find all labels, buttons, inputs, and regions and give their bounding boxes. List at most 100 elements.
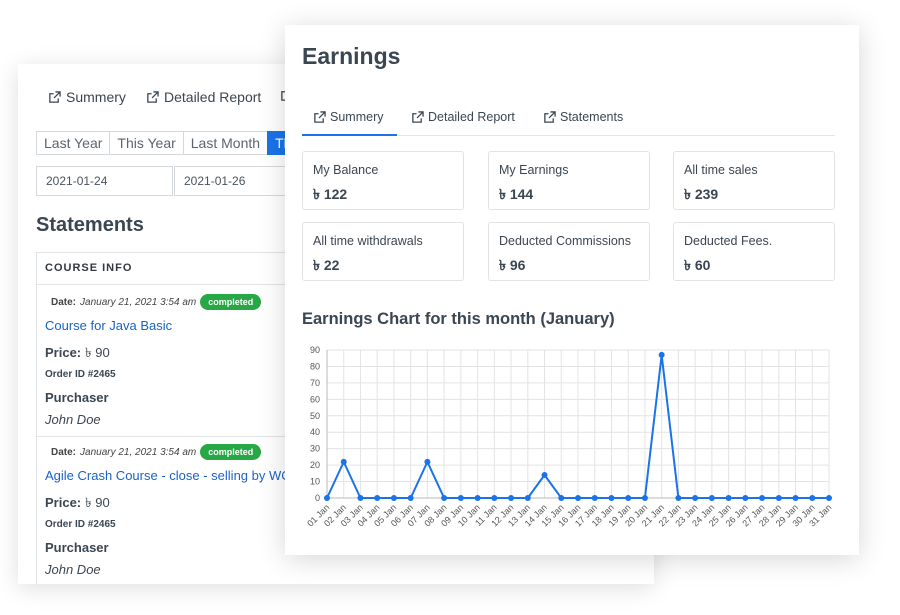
external-link-icon xyxy=(49,90,61,103)
data-point xyxy=(441,495,448,501)
stat-my-balance: My Balance ৳ 122 xyxy=(302,151,464,210)
data-point xyxy=(675,495,682,501)
active-tab-indicator xyxy=(302,134,397,136)
y-tick-label: 70 xyxy=(310,378,320,388)
order-id: Order ID #2465 xyxy=(45,369,116,380)
date-from-input[interactable]: 2021-01-24 xyxy=(36,166,173,196)
period-last-month-button[interactable]: Last Month xyxy=(182,131,269,155)
y-tick-label: 30 xyxy=(310,444,320,454)
data-point xyxy=(625,495,632,501)
stat-deducted-commissions: Deducted Commissions ৳ 96 xyxy=(488,222,650,281)
price-value: ৳ 90 xyxy=(85,495,110,510)
period-last-year-button[interactable]: Last Year xyxy=(36,131,111,155)
statement-date: Date: January 21, 2021 3:54 am completed xyxy=(51,444,262,460)
tab-label: Summery xyxy=(330,110,384,124)
tab-detailed-report[interactable]: Detailed Report xyxy=(411,110,515,124)
data-point xyxy=(390,495,397,501)
statement-date: Date: January 21, 2021 3:54 am completed xyxy=(51,294,262,310)
purchaser-name: John Doe xyxy=(45,562,101,577)
y-tick-label: 60 xyxy=(310,394,320,404)
tab-label: Statements xyxy=(560,110,624,124)
data-point xyxy=(608,495,615,501)
front-tab-bar: Summery Detailed Report Statements xyxy=(302,101,835,136)
page-title: Earnings xyxy=(302,43,401,69)
period-filter: Last Year This Year Last Month Th xyxy=(36,131,300,155)
stat-deducted-fees: Deducted Fees. ৳ 60 xyxy=(673,222,835,281)
price-label: Price: xyxy=(45,495,82,510)
stat-value: ৳ 96 xyxy=(499,257,526,273)
data-point xyxy=(374,495,381,501)
data-point xyxy=(491,495,498,501)
stat-all-time-sales: All time sales ৳ 239 xyxy=(673,151,835,210)
y-tick-label: 50 xyxy=(310,411,320,421)
status-badge: completed xyxy=(200,294,262,310)
order-id: Order ID #2465 xyxy=(45,519,116,530)
stat-all-time-withdrawals: All time withdrawals ৳ 22 xyxy=(302,222,464,281)
tab-detailed-report[interactable]: Detailed Report xyxy=(146,89,261,105)
external-link-icon xyxy=(412,110,424,123)
y-tick-label: 10 xyxy=(310,477,320,487)
course-link[interactable]: Agile Crash Course - close - selling by … xyxy=(45,468,291,483)
stat-value: ৳ 60 xyxy=(684,257,711,273)
stat-value: ৳ 144 xyxy=(499,186,534,202)
data-point xyxy=(658,351,665,358)
data-point xyxy=(474,495,481,501)
y-tick-label: 0 xyxy=(315,493,320,503)
tab-label: Summery xyxy=(66,89,126,105)
purchaser-label: Purchaser xyxy=(45,390,109,405)
earnings-panel: Earnings Summery Detailed Report Stateme… xyxy=(285,25,859,555)
data-point xyxy=(541,471,548,478)
data-point xyxy=(591,495,598,501)
data-point xyxy=(809,495,816,501)
data-point xyxy=(742,495,749,501)
stat-label: Deducted Commissions xyxy=(499,234,631,248)
tab-summery[interactable]: Summery xyxy=(48,89,126,105)
data-point xyxy=(424,458,431,465)
chart-title: Earnings Chart for this month (January) xyxy=(302,310,615,328)
price-label: Price: xyxy=(45,345,82,360)
tab-statements[interactable]: Statements xyxy=(543,110,623,124)
date-value: January 21, 2021 3:54 am xyxy=(80,296,197,308)
statements-title: Statements xyxy=(36,214,144,236)
data-point xyxy=(792,495,799,501)
y-tick-label: 20 xyxy=(310,460,320,470)
purchaser-label: Purchaser xyxy=(45,540,109,555)
data-point xyxy=(508,495,515,501)
tab-summery[interactable]: Summery xyxy=(313,110,383,124)
external-link-icon xyxy=(544,110,556,123)
status-badge: completed xyxy=(200,444,262,460)
y-tick-label: 80 xyxy=(310,361,320,371)
period-this-year-button[interactable]: This Year xyxy=(109,131,184,155)
course-link[interactable]: Course for Java Basic xyxy=(45,318,173,333)
price-value: ৳ 90 xyxy=(85,345,110,360)
tab-label: Detailed Report xyxy=(164,89,262,105)
data-point xyxy=(725,495,732,501)
stat-label: My Earnings xyxy=(499,163,569,177)
statement-price: Price: ৳ 90 xyxy=(45,344,110,365)
data-point xyxy=(692,495,699,501)
date-label: Date: xyxy=(51,446,77,458)
data-point xyxy=(575,495,581,501)
data-point xyxy=(457,495,464,501)
purchaser-name: John Doe xyxy=(45,412,101,427)
data-point xyxy=(340,458,347,465)
stat-value: ৳ 122 xyxy=(313,186,348,202)
tab-label: Detailed Report xyxy=(428,110,515,124)
data-point xyxy=(708,495,715,501)
data-point xyxy=(759,495,766,501)
stat-value: ৳ 239 xyxy=(684,186,719,202)
data-point xyxy=(407,495,414,501)
date-value: January 21, 2021 3:54 am xyxy=(80,446,197,458)
stat-label: Deducted Fees. xyxy=(684,234,773,248)
data-point xyxy=(357,495,364,501)
data-point xyxy=(558,495,565,501)
external-link-icon xyxy=(314,110,326,123)
data-point xyxy=(324,495,330,501)
statement-price: Price: ৳ 90 xyxy=(45,494,110,515)
data-point xyxy=(775,495,782,501)
data-point xyxy=(524,495,531,501)
data-point xyxy=(641,495,648,501)
stat-label: All time sales xyxy=(684,163,758,177)
stat-label: My Balance xyxy=(313,163,379,177)
